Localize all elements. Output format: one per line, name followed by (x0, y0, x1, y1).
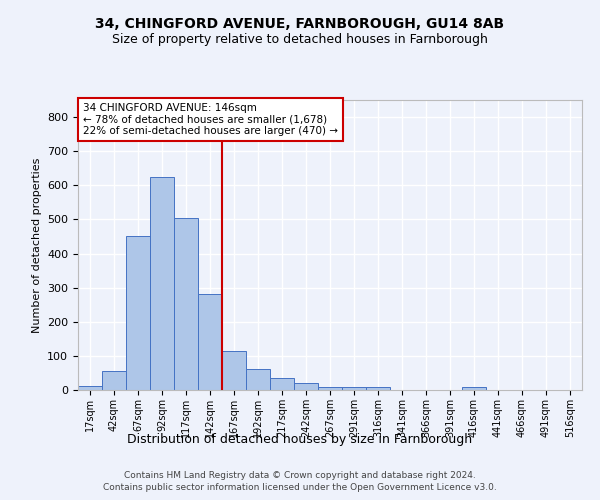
Bar (342, 388, 366, 390)
Y-axis label: Number of detached properties: Number of detached properties (32, 158, 41, 332)
Bar (198, 294, 222, 390)
Bar (246, 369, 270, 390)
Bar (102, 371, 126, 390)
Bar (78, 386, 102, 390)
Text: 34 CHINGFORD AVENUE: 146sqm
← 78% of detached houses are smaller (1,678)
22% of : 34 CHINGFORD AVENUE: 146sqm ← 78% of det… (83, 103, 338, 136)
Bar (366, 388, 390, 390)
Text: Contains HM Land Registry data © Crown copyright and database right 2024.: Contains HM Land Registry data © Crown c… (124, 471, 476, 480)
Text: Contains public sector information licensed under the Open Government Licence v3: Contains public sector information licen… (103, 484, 497, 492)
Bar (174, 218, 198, 390)
Text: Distribution of detached houses by size in Farnborough: Distribution of detached houses by size … (127, 432, 473, 446)
Text: 34, CHINGFORD AVENUE, FARNBOROUGH, GU14 8AB: 34, CHINGFORD AVENUE, FARNBOROUGH, GU14 … (95, 18, 505, 32)
Bar (270, 378, 294, 390)
Bar (150, 177, 174, 390)
Bar (222, 351, 246, 390)
Bar (462, 388, 486, 390)
Bar (318, 386, 342, 390)
Bar (294, 383, 318, 390)
Bar (126, 236, 150, 390)
Text: Size of property relative to detached houses in Farnborough: Size of property relative to detached ho… (112, 32, 488, 46)
